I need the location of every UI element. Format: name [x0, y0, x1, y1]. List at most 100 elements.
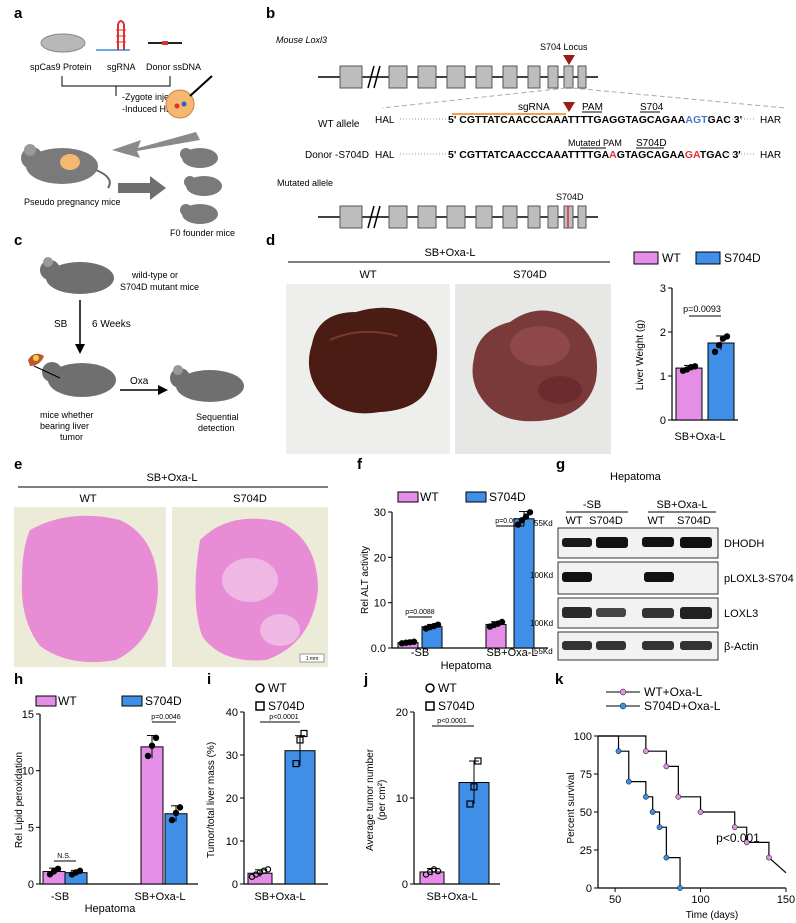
panel-g: Hepatoma -SB SB+Oxa-L WT S704D WT S704D …	[530, 471, 794, 661]
g-mw-2: 100Kd	[530, 571, 553, 580]
j-point	[466, 800, 474, 808]
tumor-label-1: mice whether	[40, 410, 94, 420]
e-header: SB+Oxa-L	[146, 472, 197, 484]
f-legend-wt-swatch	[397, 491, 419, 503]
wt-gene-track	[318, 65, 598, 89]
founder-mice-icon	[180, 148, 222, 224]
pseudo-label: Pseudo pregnancy mice	[24, 197, 121, 207]
panel-label-k: k	[555, 671, 564, 688]
pseudo-mouse-icon	[21, 144, 111, 189]
h-bar-wt	[140, 746, 164, 885]
i-y-tick-label: 30	[226, 750, 238, 762]
mutated-gene-track	[318, 205, 598, 229]
donor-label: Donor ssDNA	[146, 62, 201, 72]
tumor-label-2: bearing liver	[40, 421, 89, 431]
k-censor-point	[649, 809, 656, 815]
chart-i: WT S704D Tumor/total liver mass (%) SB+O…	[206, 681, 328, 903]
i-bar-s704d	[284, 750, 316, 885]
e-wt-label: WT	[79, 493, 96, 505]
d-bar-wt	[675, 367, 703, 421]
panel-label-a: a	[14, 5, 23, 22]
k-x-tick-label: 150	[777, 894, 795, 906]
panel-label-c: c	[14, 232, 22, 249]
s704d-tumor-nodule-2	[538, 376, 582, 404]
d-y-tick-label: 0	[660, 415, 666, 427]
k-censor-point	[663, 854, 670, 861]
i-pvalue: p<0.0001	[269, 714, 298, 721]
j-ylabel: Average tumor number	[365, 748, 376, 851]
f-point	[434, 621, 442, 628]
k-legend-s704d-marker	[619, 702, 627, 710]
g-lane-2: S704D	[589, 515, 623, 527]
founder-label: F0 founder mice	[170, 228, 235, 238]
donor-allele-label: Donor -S704D	[305, 150, 369, 161]
panel-label-b: b	[266, 5, 275, 22]
h-point	[144, 752, 152, 760]
j-legend-wt: WT	[438, 681, 457, 695]
d-pvalue: p=0.0093	[683, 304, 721, 314]
panel-label-d: d	[266, 232, 275, 249]
h-point	[54, 865, 62, 873]
chart-h: WT S704D Rel Lipid peroxidation Hepatoma…	[14, 694, 198, 915]
h-cat-2: SB+Oxa-L	[134, 891, 185, 903]
h-point	[152, 734, 160, 742]
j-xlabel: SB+Oxa-L	[426, 891, 477, 903]
panel-e: SB+Oxa-L WT S704D 1 mm	[14, 472, 328, 667]
sgrna-target-label: sgRNA	[518, 102, 550, 113]
j-ylabel-2: (per cm²)	[377, 780, 388, 821]
g-band-1: DHODH	[724, 538, 764, 550]
d-legend-s704d: S704D	[724, 251, 761, 265]
k-censor-point	[615, 748, 622, 755]
f-xlabel: Hepatoma	[441, 660, 493, 672]
h-y-tick-label: 15	[22, 709, 34, 721]
j-point	[434, 867, 442, 875]
i-point	[292, 759, 300, 768]
f-legend-wt: WT	[420, 490, 439, 504]
g-title: Hepatoma	[610, 471, 662, 483]
donor-ssdna-icon	[148, 41, 182, 45]
tumor-label-3: tumor	[60, 432, 83, 442]
k-censor-point	[656, 824, 663, 831]
j-legend-s704d: S704D	[438, 699, 475, 713]
f-cat-1: -SB	[411, 647, 429, 659]
h-legend-s704d-swatch	[121, 695, 143, 707]
i-y-tick-label: 20	[226, 793, 238, 805]
protein-label: spCas9 Protein	[30, 62, 92, 72]
panel-a: spCas9 Protein sgRNA Donor ssDNA -Zygote…	[21, 20, 235, 238]
mutated-pam-label: Mutated PAM	[568, 138, 622, 148]
k-x-tick-label: 100	[691, 894, 709, 906]
j-point	[470, 783, 478, 791]
wt-allele-label: WT allele	[318, 119, 360, 130]
blot-beta-actin	[557, 631, 719, 661]
f-point	[498, 618, 506, 626]
s704d-tumor-nodule	[510, 326, 570, 366]
scale-bar	[299, 653, 325, 663]
k-y-tick-label: 50	[580, 807, 592, 819]
zoom-lines	[381, 87, 787, 109]
k-ylabel: Percent survival	[566, 772, 577, 843]
s704d-label: S704D	[636, 138, 667, 149]
panel-label-e: e	[14, 456, 22, 473]
tumor-mouse-icon	[28, 353, 116, 397]
f-legend-s704d-swatch	[465, 491, 487, 503]
h-legend-wt: WT	[58, 694, 77, 708]
k-line-s704d	[598, 735, 681, 888]
k-censor-point	[677, 885, 683, 891]
g-band-3: LOXL3	[724, 608, 758, 620]
k-legend-wt-marker	[619, 688, 627, 696]
h-y-tick-label: 10	[22, 766, 34, 778]
pam-label: PAM	[582, 102, 603, 113]
f-point	[526, 509, 534, 516]
g-mw-1: 55Kd	[534, 519, 553, 528]
k-legend-s704d: S704D+Oxa-L	[644, 699, 721, 713]
g-lane-4: S704D	[677, 515, 711, 527]
blot-dhodh	[557, 527, 719, 559]
j-legend-wt-marker	[425, 683, 435, 693]
i-legend-s704d-marker	[255, 701, 265, 711]
sgrna-icon	[96, 20, 130, 51]
k-legend-wt: WT+Oxa-L	[644, 685, 703, 699]
i-xlabel: SB+Oxa-L	[254, 891, 305, 903]
step1-label: -Zygote injection	[122, 92, 188, 102]
i-y-tick-label: 40	[226, 707, 238, 719]
k-y-tick-label: 25	[580, 845, 592, 857]
